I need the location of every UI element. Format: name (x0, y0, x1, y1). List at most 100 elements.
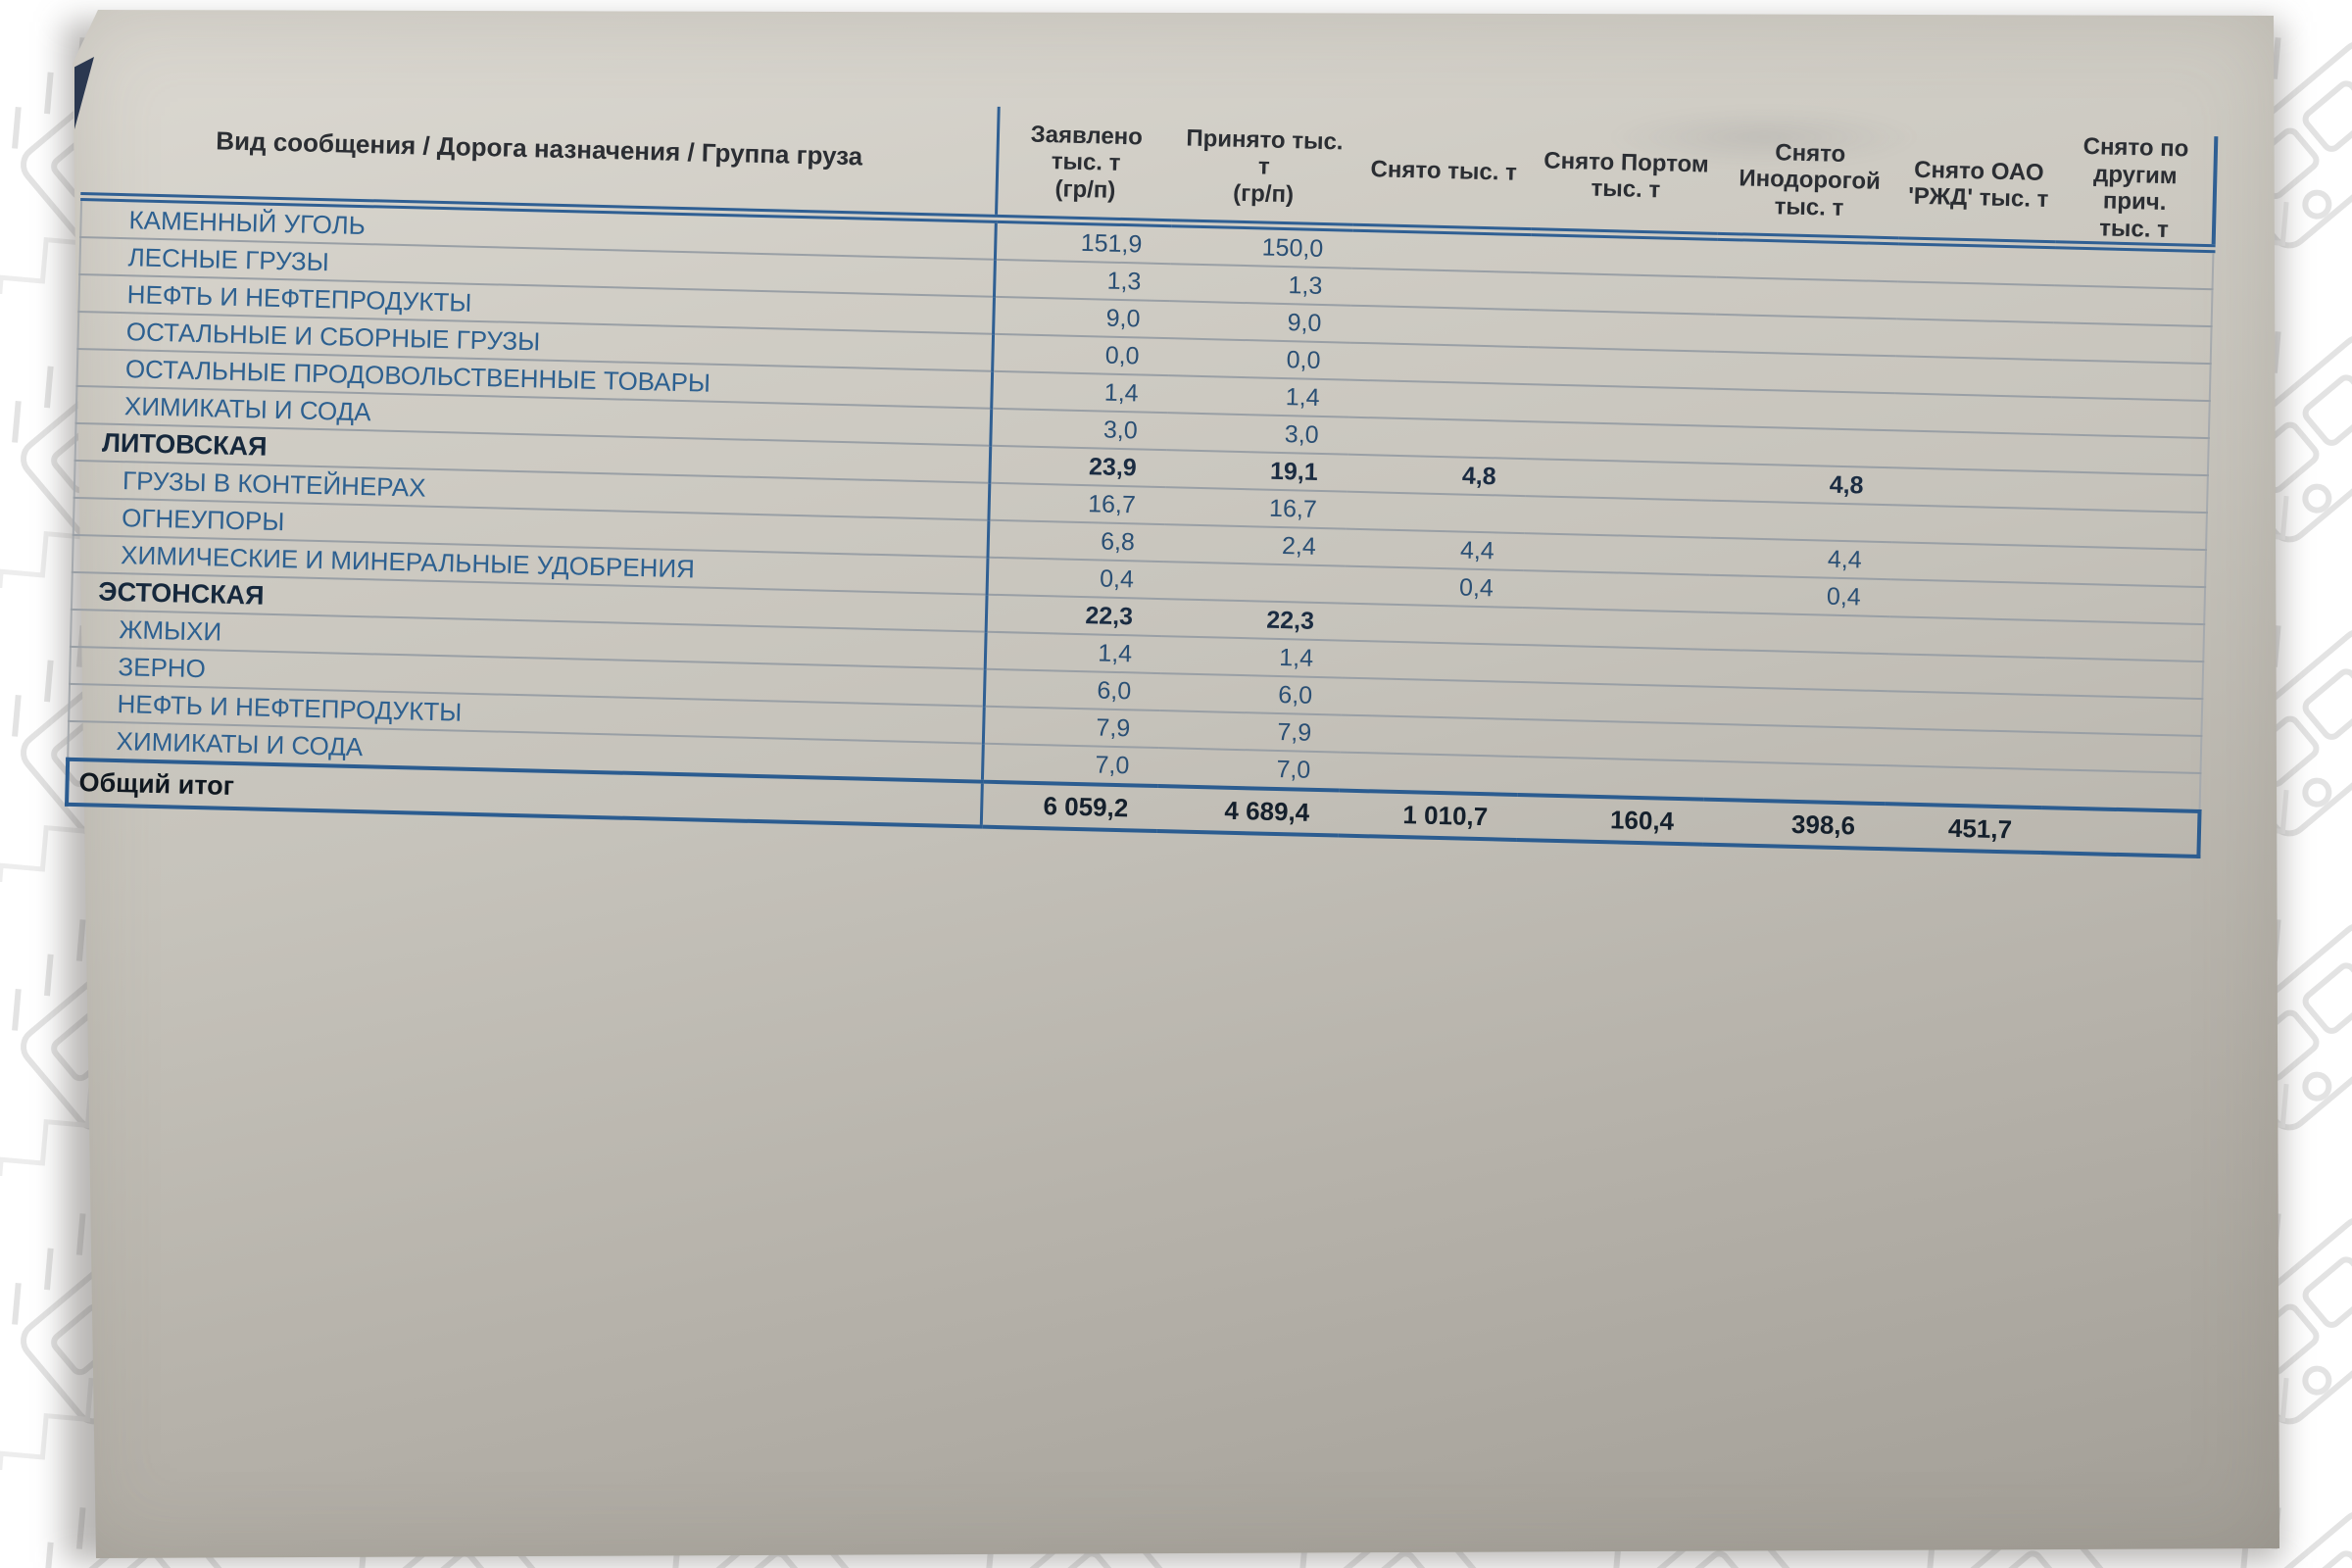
cell-declared: 3,0 (990, 409, 1168, 451)
cell-removed-foreign (1710, 501, 1893, 543)
cell-removed-rzd (1885, 765, 2043, 808)
cell-removed-other (2048, 509, 2207, 551)
cell-declared: 22,3 (985, 595, 1163, 637)
cell-removed-other (2051, 360, 2211, 402)
cell-removed-other (2046, 583, 2206, 625)
cell-removed (1340, 714, 1520, 758)
cell-removed-foreign (1713, 352, 1896, 394)
cell-removed-foreign (1705, 687, 1888, 729)
cell-accepted: 6,0 (1159, 673, 1343, 715)
column-header-removed-port: Снято Портом тыс. т (1531, 120, 1721, 237)
cell-removed: 4,8 (1347, 455, 1527, 497)
cell-accepted: 1,4 (1167, 375, 1350, 418)
cell-removed-foreign (1704, 724, 1887, 766)
cell-declared: 1,4 (991, 371, 1169, 414)
cell-removed-port (1530, 232, 1718, 278)
cell-removed-other (2042, 732, 2202, 774)
column-header-declared: Заявлено тыс. т (гр/п) (995, 106, 1175, 224)
cell-removed-other (2053, 285, 2213, 327)
cell-removed-foreign (1707, 612, 1890, 655)
cell-declared-total: 6 059,2 (980, 782, 1158, 832)
cell-removed-other (2052, 322, 2212, 365)
table-body: КАМЕННЫЙ УГОЛЬ 151,9 150,0 ЛЕСНЫЕ ГРУЗЫ … (67, 196, 2214, 858)
cell-removed-other (2044, 658, 2204, 700)
cell-removed (1339, 752, 1519, 796)
cell-removed-total: 1 010,7 (1338, 790, 1518, 841)
cell-removed (1341, 677, 1521, 720)
ink-bleedthrough-smudge (1607, 108, 1921, 167)
cell-declared: 1,4 (984, 632, 1162, 674)
cell-removed-foreign (1703, 761, 1886, 805)
cell-accepted: 0,0 (1168, 338, 1350, 381)
cell-removed-other (2041, 769, 2201, 812)
cell-removed-port (1520, 645, 1708, 688)
cell-declared: 0,0 (992, 334, 1169, 376)
cell-accepted: 2,4 (1163, 524, 1347, 566)
cell-declared: 9,0 (993, 297, 1170, 339)
column-header-group: Вид сообщения / Дорога назначения / Груп… (81, 84, 999, 220)
cell-removed-rzd (1889, 579, 2048, 621)
cell-accepted-total: 4 689,4 (1156, 786, 1340, 836)
cell-removed-port (1519, 682, 1707, 725)
cell-removed-port (1528, 310, 1716, 353)
column-header-accepted: Принято тыс. т (гр/п) (1171, 111, 1356, 228)
cell-accepted: 3,0 (1166, 413, 1349, 456)
cell-removed-rzd (1897, 241, 2056, 286)
cell-removed-port-total: 160,4 (1516, 795, 1704, 846)
cell-removed (1348, 417, 1528, 460)
cell-removed-rzd-total: 451,7 (1884, 804, 2042, 854)
cell-removed-other (2049, 434, 2209, 476)
cell-accepted: 19,1 (1165, 450, 1348, 493)
cell-removed (1343, 603, 1523, 646)
cell-accepted: 1,3 (1169, 264, 1352, 307)
cell-removed (1349, 343, 1529, 385)
cell-removed-foreign: 0,4 (1708, 575, 1891, 617)
cell-removed-foreign: 4,8 (1711, 464, 1893, 506)
cell-removed (1342, 640, 1522, 683)
cell-removed (1351, 227, 1532, 273)
cell-removed-rzd (1895, 318, 2054, 361)
cell-removed-port (1526, 421, 1713, 465)
column-header-removed-foreign-road: Снято Инодорогой тыс. т (1717, 123, 1902, 242)
cell-removed-foreign (1712, 389, 1895, 431)
cell-declared: 23,9 (989, 446, 1167, 488)
cell-removed-other-total (2040, 808, 2200, 858)
cell-removed-port (1527, 384, 1714, 427)
cell-removed-foreign (1716, 236, 1899, 282)
cell-removed (1348, 380, 1528, 422)
cell-removed-rzd (1890, 542, 2049, 584)
cell-removed-port (1525, 459, 1713, 502)
cell-removed-port (1522, 570, 1710, 613)
cell-removed-rzd (1886, 691, 2045, 733)
cell-removed-rzd (1892, 430, 2051, 472)
cell-removed-port (1518, 719, 1706, 762)
column-header-removed: Снято тыс. т (1352, 115, 1535, 233)
cell-removed: 0,4 (1344, 565, 1524, 609)
column-header-removed-other: Снято по другим прич. тыс. т (2055, 132, 2217, 250)
cell-removed-other (2047, 546, 2207, 588)
cell-accepted: 1,4 (1160, 636, 1344, 678)
cell-removed-port (1517, 757, 1705, 801)
cell-removed-rzd (1891, 505, 2050, 547)
cell-removed-port (1524, 496, 1712, 539)
cell-declared: 6,8 (987, 520, 1165, 563)
freight-report-table-wrap: Вид сообщения / Дорога назначения / Груп… (65, 84, 2218, 858)
cell-accepted: 7,9 (1158, 710, 1342, 753)
cell-removed-foreign (1714, 315, 1897, 357)
cell-removed-other (2054, 245, 2214, 290)
cell-removed-port (1521, 608, 1709, 651)
cell-removed-rzd (1887, 654, 2046, 696)
freight-report-table: Вид сообщения / Дорога назначения / Груп… (65, 84, 2218, 858)
cell-removed-rzd (1894, 356, 2053, 398)
cell-declared: 1,3 (993, 260, 1171, 302)
cell-removed-port (1527, 347, 1715, 390)
cell-removed (1346, 492, 1526, 534)
cell-removed-other (2045, 620, 2205, 662)
cell-removed-foreign-total: 398,6 (1702, 800, 1886, 850)
cell-declared: 151,9 (994, 219, 1172, 265)
cell-declared: 0,4 (986, 558, 1164, 600)
cell-removed-rzd (1892, 467, 2050, 510)
cell-removed-other (2049, 471, 2208, 514)
cell-removed-rzd (1886, 728, 2044, 770)
